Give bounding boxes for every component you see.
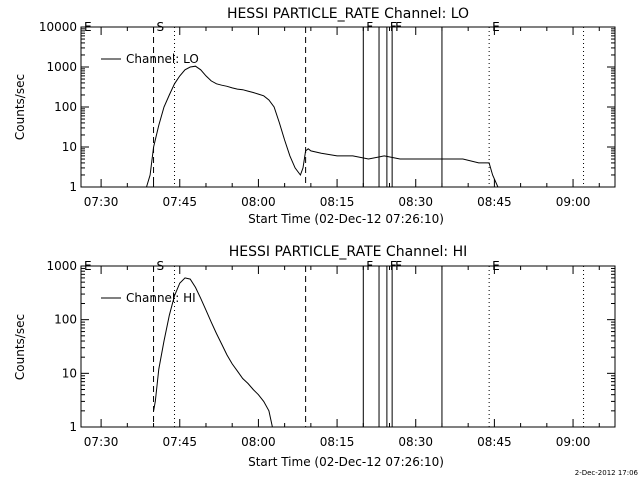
panel-hi-markers: E S F FF E (84, 259, 585, 427)
panel-lo-ticks: 07:30 07:45 08:00 08:15 08:30 08:45 09:00 1 10 10… (39, 20, 615, 209)
x-tick-label-lo-6: 09:00 (556, 195, 591, 209)
event-marker-label-lo-9: E (492, 20, 500, 34)
x-tick-label-lo-0: 07:30 (84, 195, 119, 209)
x-tick-label-lo-2: 08:00 (241, 195, 276, 209)
x-tick-label-lo-5: 08:45 (477, 195, 512, 209)
panel-lo: HESSI PARTICLE_RATE Channel: LO E S F FF E 0… (13, 6, 616, 226)
panel-hi-plot-frame (80, 265, 616, 428)
y-tick-label-lo-3: 1000 (46, 60, 77, 74)
x-tick-label-hi-3: 08:15 (320, 435, 355, 449)
y-tick-label-lo-0: 1 (69, 180, 77, 194)
event-marker-label-lo-6: F (390, 20, 397, 34)
panel-hi-title: HESSI PARTICLE_RATE Channel: HI (229, 244, 467, 260)
panel-lo-title: HESSI PARTICLE_RATE Channel: LO (227, 6, 469, 22)
event-marker-label-hi-7: F (395, 259, 402, 273)
panel-hi: HESSI PARTICLE_RATE Channel: HI E S F FF E 0… (13, 244, 616, 469)
event-marker-label-lo-4: F (366, 20, 373, 34)
x-tick-label-hi-0: 07:30 (84, 435, 119, 449)
event-marker-label-hi-4: F (366, 259, 373, 273)
event-marker-label-hi-9: E (492, 259, 500, 273)
x-tick-label-hi-5: 08:45 (477, 435, 512, 449)
series-line-lo (81, 65, 605, 188)
y-tick-label-hi-1: 10 (62, 366, 77, 380)
x-tick-label-hi-6: 09:00 (556, 435, 591, 449)
y-tick-label-hi-3: 1000 (46, 259, 77, 273)
x-tick-label-hi-4: 08:30 (398, 435, 433, 449)
panel-hi-y-axis-label: Counts/sec (13, 314, 27, 380)
y-tick-label-lo-2: 100 (54, 100, 77, 114)
panel-hi-ticks: 07:30 07:45 08:00 08:15 08:30 08:45 09:00 1 10 10… (46, 259, 615, 449)
x-tick-label-lo-4: 08:30 (398, 195, 433, 209)
panel-lo-legend: Channel: LO (101, 52, 199, 66)
event-marker-label-lo-1: S (157, 20, 165, 34)
x-tick-label-lo-1: 07:45 (162, 195, 197, 209)
y-tick-label-lo-4: 10000 (39, 20, 77, 34)
event-marker-label-hi-6: F (390, 259, 397, 273)
panel-hi-x-axis-label: Start Time (02-Dec-12 07:26:10) (248, 455, 444, 469)
panel-lo-x-axis-label: Start Time (02-Dec-12 07:26:10) (248, 212, 444, 226)
event-marker-label-hi-1: S (157, 259, 165, 273)
footer-timestamp: 2-Dec-2012 17:06 (575, 469, 639, 477)
event-marker-label-lo-7: F (395, 20, 402, 34)
panel-hi-legend: Channel: HI (101, 291, 196, 305)
y-tick-label-lo-1: 10 (62, 140, 77, 154)
legend-label-lo: Channel: LO (126, 52, 199, 66)
legend-label-hi: Channel: HI (126, 291, 196, 305)
y-tick-label-hi-0: 1 (69, 420, 77, 434)
series-line-hi (153, 277, 273, 428)
x-tick-label-lo-3: 08:15 (320, 195, 355, 209)
x-tick-label-hi-2: 08:00 (241, 435, 276, 449)
panel-lo-y-axis-label: Counts/sec (13, 74, 27, 140)
y-tick-label-hi-2: 100 (54, 313, 77, 327)
x-tick-label-hi-1: 07:45 (162, 435, 197, 449)
